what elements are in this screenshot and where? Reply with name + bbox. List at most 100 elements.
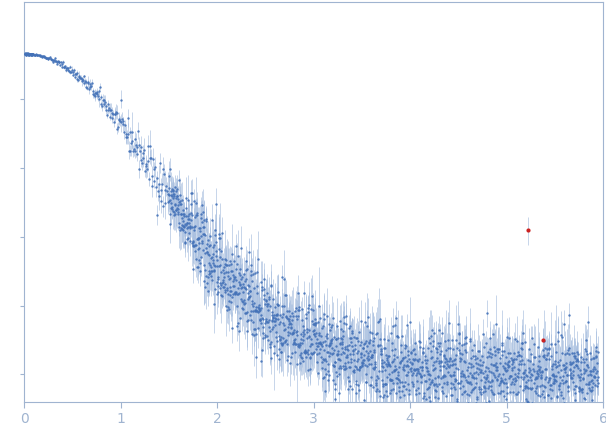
Point bbox=[384, 361, 393, 368]
Point bbox=[457, 351, 467, 358]
Point bbox=[368, 337, 378, 344]
Point bbox=[473, 361, 482, 368]
Point bbox=[425, 393, 435, 400]
Point bbox=[62, 67, 72, 74]
Point bbox=[235, 328, 244, 335]
Point bbox=[542, 346, 551, 353]
Point bbox=[280, 338, 290, 345]
Point bbox=[209, 266, 219, 273]
Point bbox=[536, 375, 546, 382]
Point bbox=[215, 235, 224, 242]
Point bbox=[468, 352, 478, 359]
Point bbox=[183, 234, 193, 241]
Point bbox=[546, 340, 556, 347]
Point bbox=[187, 190, 197, 197]
Point bbox=[376, 345, 386, 352]
Point bbox=[582, 389, 591, 396]
Point bbox=[165, 221, 175, 228]
Point bbox=[272, 300, 282, 307]
Point bbox=[416, 364, 425, 371]
Point bbox=[448, 360, 458, 367]
Point bbox=[399, 382, 408, 389]
Point bbox=[224, 276, 234, 283]
Point bbox=[507, 378, 517, 385]
Point bbox=[418, 344, 427, 351]
Point bbox=[450, 371, 459, 378]
Point bbox=[27, 51, 37, 58]
Point bbox=[25, 50, 35, 57]
Point bbox=[211, 238, 221, 245]
Point bbox=[544, 377, 554, 384]
Point bbox=[538, 390, 547, 397]
Point bbox=[23, 51, 33, 58]
Point bbox=[564, 411, 574, 418]
Point bbox=[455, 379, 465, 386]
Point bbox=[472, 364, 482, 371]
Point bbox=[22, 50, 32, 57]
Point bbox=[93, 89, 102, 96]
Point bbox=[215, 254, 225, 261]
Point bbox=[164, 198, 174, 205]
Point bbox=[519, 368, 529, 375]
Point bbox=[197, 238, 207, 245]
Point bbox=[254, 305, 264, 312]
Point bbox=[424, 335, 434, 342]
Point bbox=[416, 372, 426, 379]
Point bbox=[186, 201, 196, 208]
Point bbox=[30, 52, 40, 59]
Point bbox=[319, 373, 329, 380]
Point bbox=[535, 364, 545, 371]
Point bbox=[195, 259, 205, 266]
Point bbox=[488, 388, 498, 395]
Point bbox=[430, 329, 439, 336]
Point bbox=[427, 354, 437, 361]
Point bbox=[26, 50, 36, 57]
Point bbox=[309, 330, 319, 337]
Point bbox=[459, 388, 469, 395]
Point bbox=[506, 412, 516, 419]
Point bbox=[22, 51, 32, 58]
Point bbox=[425, 340, 435, 347]
Point bbox=[264, 336, 273, 343]
Point bbox=[335, 317, 345, 324]
Point bbox=[449, 384, 459, 391]
Point bbox=[329, 362, 339, 369]
Point bbox=[522, 397, 531, 404]
Point bbox=[470, 370, 479, 377]
Point bbox=[257, 284, 267, 291]
Point bbox=[338, 333, 347, 340]
Point bbox=[438, 329, 447, 336]
Point bbox=[241, 310, 250, 317]
Point bbox=[548, 371, 558, 378]
Point bbox=[474, 348, 484, 355]
Point bbox=[194, 256, 204, 263]
Point bbox=[499, 387, 508, 394]
Point bbox=[472, 354, 482, 361]
Point bbox=[45, 55, 55, 62]
Point bbox=[503, 364, 513, 371]
Point bbox=[338, 335, 347, 342]
Point bbox=[401, 386, 410, 393]
Point bbox=[177, 215, 187, 222]
Point bbox=[464, 392, 474, 399]
Point bbox=[339, 320, 349, 327]
Point bbox=[447, 337, 457, 344]
Point bbox=[141, 160, 150, 167]
Point bbox=[330, 385, 339, 392]
Point bbox=[130, 135, 139, 142]
Point bbox=[306, 340, 316, 347]
Point bbox=[536, 371, 545, 378]
Point bbox=[497, 340, 507, 347]
Point bbox=[564, 351, 574, 358]
Point bbox=[250, 326, 259, 333]
Point bbox=[398, 363, 408, 370]
Point bbox=[204, 260, 214, 267]
Point bbox=[546, 352, 556, 359]
Point bbox=[536, 373, 546, 380]
Point bbox=[404, 391, 413, 398]
Point bbox=[568, 371, 578, 378]
Point bbox=[361, 337, 370, 344]
Point bbox=[341, 354, 351, 361]
Point bbox=[220, 281, 230, 288]
Point bbox=[534, 353, 544, 360]
